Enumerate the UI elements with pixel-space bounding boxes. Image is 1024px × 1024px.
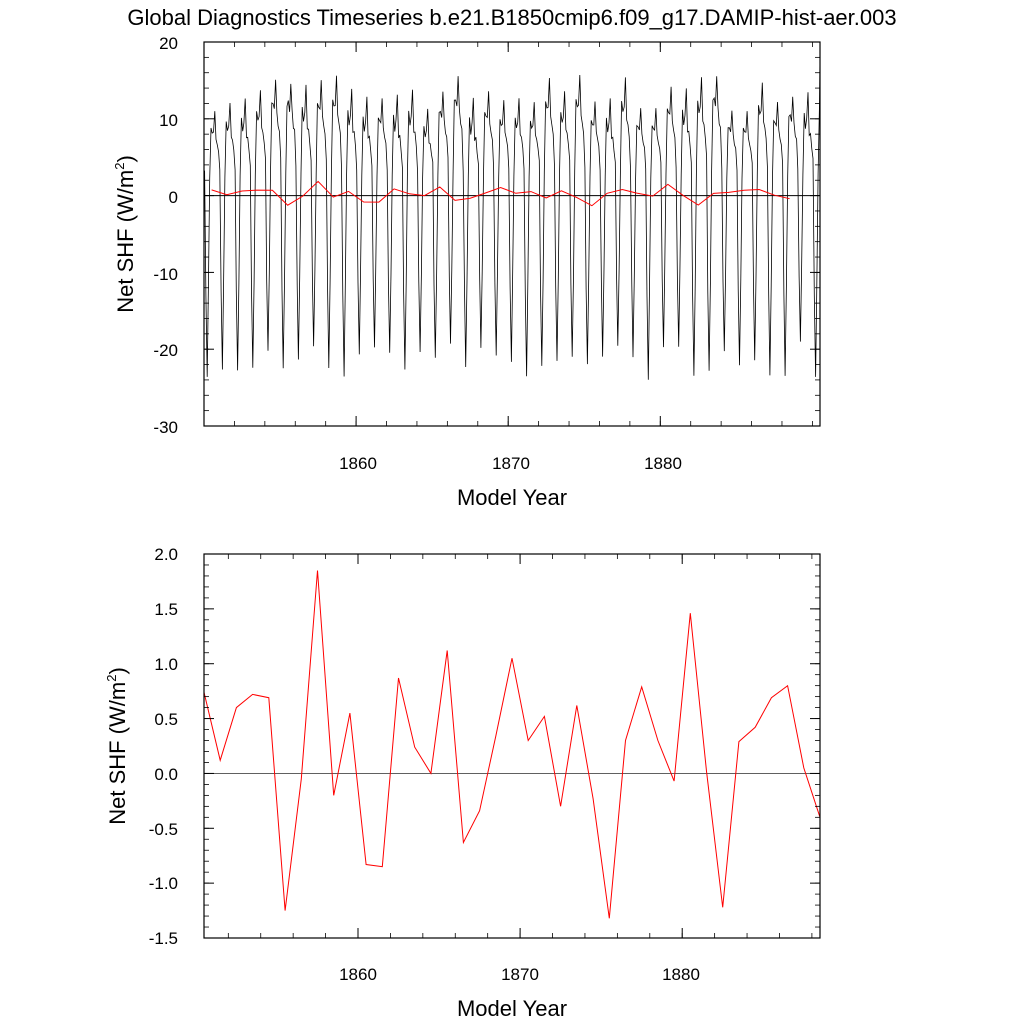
top-y-axis-label-main: Net SHF (W/m [113,170,138,313]
bottom-y-tick-label-minus0.5: -0.5 [149,820,178,839]
top-plot-frame [203,41,821,427]
bottom-x-tick-label-1860: 1860 [339,965,377,984]
top-y-axis-label-superscript: 2 [112,163,127,170]
bottom-y-tick-label-0.0: 0.0 [154,765,178,784]
bottom-y-ticks [204,553,820,939]
bottom-y-axis-label-superscript: 2 [104,675,119,682]
top-plot-clip-group [204,57,821,380]
bottom-y-minor-ticks [204,553,820,939]
bottom-y-tick-label-0.5: 0.5 [154,710,178,729]
top-annual-series-line [211,180,790,207]
top-y-tick-label-minus10: -10 [153,265,178,284]
bottom-y-tick-label-2.0: 2.0 [154,545,178,564]
bottom-y-tick-label-minus1.0: -1.0 [149,874,178,893]
top-y-minor-ticks [204,41,820,427]
bottom-plot-frame [203,553,821,939]
top-x-minor-ticks [203,42,813,426]
top-y-axis-label: Net SHF (W/m2) [112,155,138,313]
bottom-x-tick-label-1870: 1870 [501,965,539,984]
bottom-panel: 2.0 1.5 1.0 0.5 0.0 -0.5 -1.0 -1.5 1860 … [104,545,821,1021]
bottom-x-axis-label: Model Year [457,996,567,1021]
top-x-tick-label-1860: 1860 [339,454,377,473]
top-x-ticks [355,42,661,426]
bottom-y-axis-label-close: ) [105,667,130,674]
top-annual-points [211,181,790,206]
bottom-y-tick-label-minus1.5: -1.5 [149,929,178,948]
bottom-x-ticks [357,554,683,938]
figure-title: Global Diagnostics Timeseries b.e21.B185… [127,5,896,30]
top-monthly-series-line [204,57,821,380]
bottom-x-tick-label-1880: 1880 [662,965,700,984]
bottom-y-tick-label-1.5: 1.5 [154,600,178,619]
top-y-tick-label-10: 10 [159,111,178,130]
bottom-y-axis-label: Net SHF (W/m2) [104,667,130,825]
top-panel: 20 10 0 -10 -20 -30 1860 1870 1880 Model… [112,34,821,510]
bottom-y-tick-label-1.0: 1.0 [154,655,178,674]
top-x-tick-label-1870: 1870 [492,454,530,473]
top-y-tick-label-minus20: -20 [153,341,178,360]
bottom-x-minor-ticks [227,554,813,938]
bottom-annual-points [203,570,821,919]
top-y-tick-label-20: 20 [159,34,178,53]
top-y-tick-label-minus30: -30 [153,418,178,437]
top-x-axis-label: Model Year [457,485,567,510]
bottom-annual-series-line [203,570,821,919]
top-x-tick-label-1880: 1880 [644,454,682,473]
top-y-tick-label-0: 0 [169,188,178,207]
top-y-axis-label-close: ) [113,155,138,162]
bottom-y-axis-label-main: Net SHF (W/m [105,682,130,825]
